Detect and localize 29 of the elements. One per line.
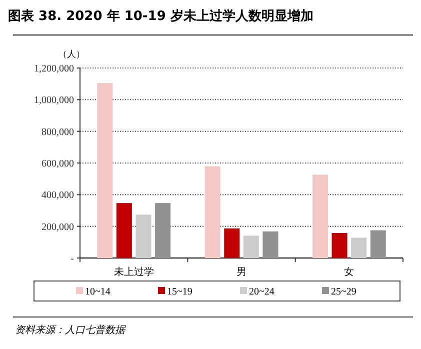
y-tick-label: - — [70, 254, 74, 264]
legend-label: 20~24 — [249, 286, 274, 298]
x-tick-label: 女 — [344, 266, 354, 278]
chart-title: 图表 38. 2020 年 10-19 岁未上过学人数明显增加 — [8, 9, 314, 24]
bar — [204, 166, 220, 258]
x-tick-label: 未上过学 — [114, 266, 154, 278]
y-tick-label: 1,000,000 — [34, 95, 74, 106]
legend-label: 10~14 — [85, 286, 110, 298]
legend-label: 15~19 — [167, 286, 192, 298]
bar — [136, 214, 152, 258]
bar — [116, 203, 132, 258]
bar — [370, 230, 386, 258]
bar — [97, 83, 113, 258]
bar — [243, 236, 259, 258]
y-tick-label: 800,000 — [42, 126, 74, 138]
legend-label: 25~29 — [331, 286, 356, 298]
y-tick-label: 200,000 — [42, 222, 74, 233]
bar — [351, 238, 367, 258]
y-axis-title: （人） — [58, 49, 85, 60]
bar — [262, 231, 278, 258]
bar — [155, 203, 171, 258]
bar — [312, 174, 328, 258]
text: 资料来源：人口七普数据 — [15, 324, 126, 336]
y-tick-label: 600,000 — [42, 158, 74, 170]
y-tick-label: 1,200,000 — [34, 64, 74, 74]
y-tick-label: 400,000 — [42, 190, 74, 202]
x-tick-label: 男 — [236, 267, 246, 278]
bar — [332, 232, 348, 258]
bar — [224, 228, 240, 258]
